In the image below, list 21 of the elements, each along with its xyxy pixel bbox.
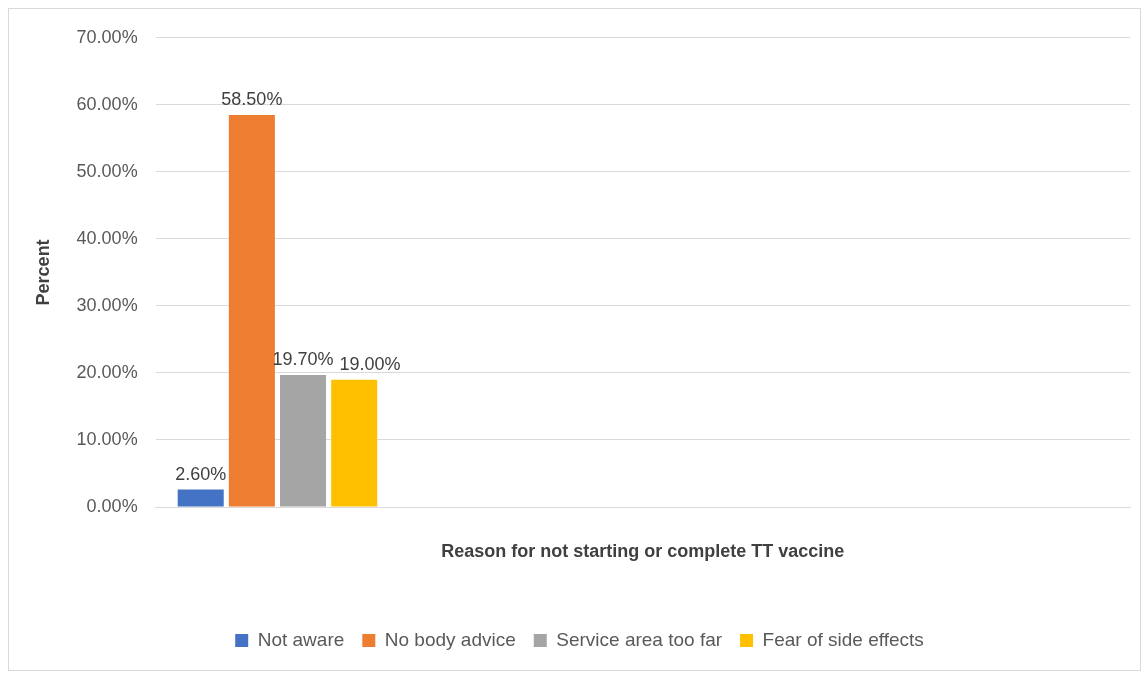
y-tick-label: 20.00% (76, 361, 138, 382)
data-label: 58.50% (221, 88, 283, 109)
data-label: 2.60% (175, 463, 227, 484)
legend-label: Fear of side effects (762, 628, 924, 650)
x-axis-title: Reason for not starting or complete TT vaccine (441, 541, 845, 562)
legend-label: Not aware (257, 628, 345, 650)
bar (280, 374, 327, 507)
y-tick-label: 10.00% (76, 428, 138, 449)
data-label: 19.00% (339, 353, 401, 374)
bar (331, 379, 378, 507)
y-tick-label: 50.00% (76, 160, 138, 181)
y-tick-label: 0.00% (86, 495, 138, 516)
y-tick-label: 60.00% (76, 93, 138, 114)
y-tick-label: 40.00% (76, 227, 138, 248)
legend-label: Service area too far (556, 628, 723, 650)
y-axis-title: Percent (32, 239, 53, 306)
y-tick-label: 30.00% (76, 294, 138, 315)
bar (177, 489, 224, 507)
y-tick-label: 70.00% (76, 26, 138, 47)
legend-label: No body advice (384, 628, 516, 650)
bar (228, 114, 275, 507)
